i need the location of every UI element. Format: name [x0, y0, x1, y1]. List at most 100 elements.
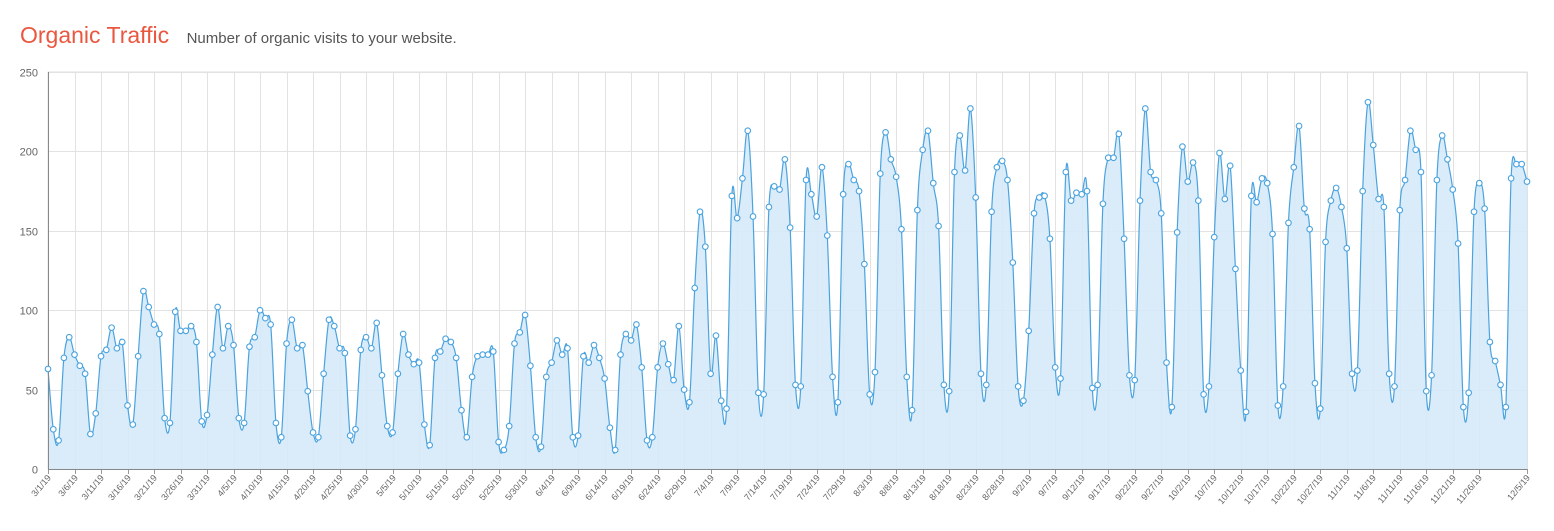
- y-tick-label: 200: [20, 147, 38, 159]
- x-tick-label: 11/1/19: [1325, 473, 1352, 502]
- data-point: [675, 322, 683, 330]
- data-point: [1173, 229, 1181, 236]
- data-point: [1237, 367, 1245, 374]
- data-point: [97, 352, 105, 360]
- data-point: [654, 364, 661, 371]
- data-point: [595, 354, 603, 362]
- data-point: [1354, 367, 1361, 374]
- chart-title: Organic Traffic: [20, 22, 170, 48]
- data-point: [839, 190, 847, 198]
- data-point: [1221, 195, 1229, 203]
- data-point: [92, 410, 100, 417]
- data-point: [1152, 176, 1160, 184]
- data-point: [389, 429, 396, 436]
- data-point: [919, 146, 927, 154]
- data-point: [1004, 176, 1011, 184]
- data-point: [1057, 375, 1064, 382]
- data-point: [118, 338, 126, 346]
- data-point: [982, 381, 990, 389]
- data-point: [474, 352, 481, 360]
- data-point: [1147, 168, 1154, 176]
- data-point: [935, 222, 942, 230]
- data-point: [580, 352, 587, 360]
- x-tick-label: 3/11/19: [79, 473, 106, 502]
- data-point: [203, 411, 211, 419]
- x-tick-label: 3/1/19: [29, 473, 53, 499]
- data-point: [1110, 154, 1117, 162]
- data-point: [1369, 141, 1377, 149]
- data-point: [754, 389, 762, 397]
- x-tick-label: 11/21/19: [1428, 473, 1458, 506]
- data-point: [1274, 402, 1282, 409]
- data-point: [1189, 159, 1197, 166]
- data-point: [198, 418, 206, 425]
- data-point: [383, 422, 391, 430]
- x-tick-label: 7/4/19: [692, 473, 716, 499]
- data-point: [452, 354, 460, 362]
- data-point: [1253, 198, 1260, 206]
- data-point: [235, 414, 243, 422]
- data-point: [792, 381, 799, 389]
- data-point: [76, 362, 84, 370]
- data-point: [601, 375, 608, 382]
- data-point: [1486, 338, 1494, 346]
- data-point: [208, 351, 216, 359]
- data-point: [362, 333, 370, 341]
- data-point: [898, 225, 905, 233]
- data-point: [224, 322, 232, 330]
- data-point: [1332, 184, 1340, 192]
- x-tick-label: 9/17/19: [1086, 473, 1113, 502]
- data-point: [368, 344, 375, 352]
- x-tick-label: 3/16/19: [106, 473, 133, 502]
- data-point: [1216, 149, 1223, 157]
- data-point: [187, 322, 195, 330]
- data-point: [1078, 190, 1086, 198]
- data-point: [1126, 371, 1133, 379]
- data-point: [352, 425, 359, 433]
- x-tick-label: 8/23/19: [954, 473, 981, 502]
- x-tick-label: 7/9/19: [718, 473, 742, 499]
- data-point: [134, 352, 142, 360]
- data-point: [1401, 176, 1409, 184]
- chart-subtitle: Number of organic visits to your website…: [186, 30, 457, 47]
- x-tick-label: 5/15/19: [424, 473, 451, 502]
- data-point: [65, 333, 73, 341]
- data-point: [1099, 200, 1107, 208]
- data-point: [929, 179, 937, 187]
- data-point: [1062, 168, 1070, 176]
- data-point: [691, 284, 699, 292]
- data-point: [802, 176, 810, 184]
- data-point: [770, 182, 778, 190]
- data-point: [786, 224, 794, 231]
- data-point: [1141, 105, 1149, 112]
- data-point: [1163, 359, 1170, 366]
- data-point: [564, 344, 571, 352]
- data-point: [426, 441, 434, 449]
- data-point: [1449, 186, 1457, 193]
- data-point: [171, 308, 179, 316]
- data-point: [643, 437, 651, 444]
- x-tick-label: 9/27/19: [1139, 473, 1166, 502]
- data-point: [967, 105, 974, 112]
- data-point: [924, 127, 932, 135]
- data-point: [686, 398, 693, 406]
- data-point: [1131, 376, 1139, 384]
- data-point: [1481, 205, 1488, 212]
- x-tick-label: 7/19/19: [768, 473, 795, 502]
- data-point: [712, 332, 720, 339]
- data-point: [1014, 383, 1022, 390]
- data-point: [246, 343, 253, 351]
- x-tick-label: 4/25/19: [318, 473, 345, 502]
- x-tick-label: 8/3/19: [851, 473, 875, 499]
- data-point: [744, 127, 752, 135]
- data-point: [1316, 405, 1324, 413]
- data-point: [823, 232, 831, 239]
- x-tick-label: 11/11/19: [1376, 473, 1405, 505]
- data-point: [866, 391, 874, 398]
- data-point: [728, 192, 736, 200]
- data-point: [1295, 122, 1303, 130]
- x-tick-label: 3/6/19: [56, 473, 80, 499]
- data-point: [283, 340, 290, 347]
- data-point: [410, 360, 418, 368]
